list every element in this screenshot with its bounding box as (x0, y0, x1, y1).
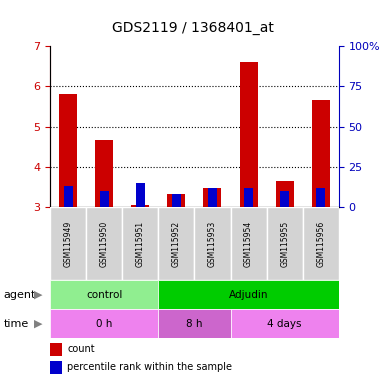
Bar (136, 183, 145, 207)
Bar (312, 100, 330, 207)
Text: GSM115952: GSM115952 (172, 221, 181, 267)
Bar (208, 188, 217, 207)
Bar (59, 94, 77, 207)
Bar (231, 207, 266, 280)
Bar (280, 191, 289, 207)
Text: GDS2119 / 1368401_at: GDS2119 / 1368401_at (112, 21, 273, 35)
Text: GSM115949: GSM115949 (64, 221, 73, 267)
Text: time: time (4, 318, 29, 329)
Bar (167, 194, 186, 207)
Bar (50, 207, 86, 280)
Bar (50, 280, 158, 309)
Text: GSM115955: GSM115955 (280, 221, 289, 267)
Text: count: count (67, 344, 95, 354)
Bar (64, 186, 73, 207)
Bar (316, 188, 325, 207)
Text: percentile rank within the sample: percentile rank within the sample (67, 362, 233, 372)
Text: GSM115954: GSM115954 (244, 221, 253, 267)
Text: Adjudin: Adjudin (229, 290, 268, 300)
Text: ▶: ▶ (34, 290, 43, 300)
Bar (86, 207, 122, 280)
Bar (231, 309, 339, 338)
Bar (172, 194, 181, 207)
Text: 8 h: 8 h (186, 318, 203, 329)
Text: 4 days: 4 days (268, 318, 302, 329)
Bar (194, 207, 231, 280)
Bar (100, 191, 109, 207)
Text: ▶: ▶ (34, 318, 43, 329)
Text: GSM115951: GSM115951 (136, 221, 145, 267)
Bar (303, 207, 339, 280)
Bar (203, 189, 221, 207)
Bar (244, 188, 253, 207)
Bar (122, 207, 158, 280)
Bar (266, 207, 303, 280)
Text: GSM115950: GSM115950 (100, 221, 109, 267)
Text: control: control (86, 290, 122, 300)
Bar (158, 280, 339, 309)
Text: GSM115956: GSM115956 (316, 221, 325, 267)
Bar (158, 207, 194, 280)
Text: GSM115953: GSM115953 (208, 221, 217, 267)
Bar (50, 343, 62, 356)
Bar (158, 309, 231, 338)
Bar (95, 140, 113, 207)
Text: agent: agent (4, 290, 36, 300)
Bar (50, 361, 62, 374)
Bar (276, 181, 294, 207)
Bar (131, 205, 149, 207)
Bar (50, 309, 158, 338)
Bar (239, 62, 258, 207)
Text: 0 h: 0 h (96, 318, 112, 329)
